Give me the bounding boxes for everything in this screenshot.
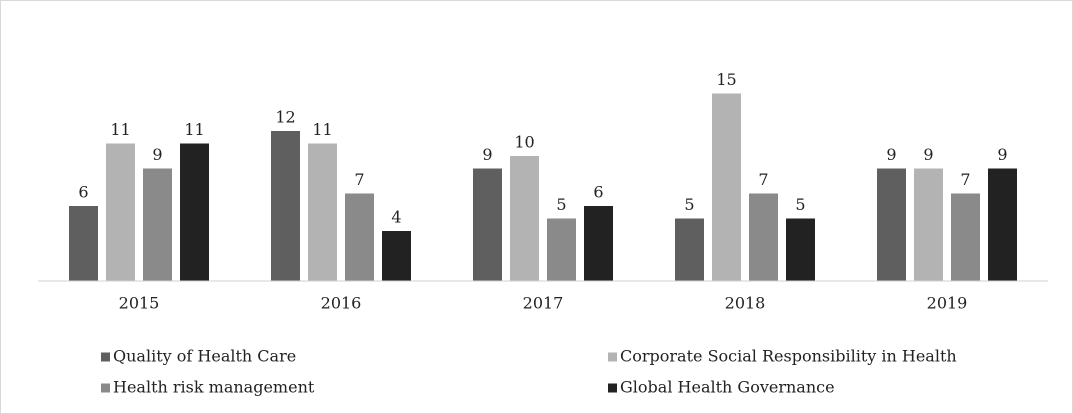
- bar: [712, 93, 741, 281]
- bar: [69, 206, 98, 281]
- legend-swatch: [101, 352, 110, 362]
- bar: [749, 193, 778, 281]
- data-label: 5: [795, 195, 805, 214]
- legend-label: Health risk management: [113, 378, 315, 397]
- bar: [786, 218, 815, 281]
- bar: [877, 168, 906, 281]
- x-tick-label: 2016: [321, 294, 362, 313]
- bar: [584, 206, 613, 281]
- legend-swatch: [608, 383, 617, 393]
- legend-swatch: [608, 352, 617, 362]
- bar: [510, 156, 539, 281]
- x-tick-label: 2018: [725, 294, 766, 313]
- data-label: 6: [78, 183, 88, 202]
- data-label: 6: [593, 183, 603, 202]
- legend-label: Corporate Social Responsibility in Healt…: [620, 347, 957, 366]
- bar: [271, 131, 300, 281]
- data-label: 11: [110, 120, 130, 139]
- data-label: 5: [556, 195, 566, 214]
- bar: [988, 168, 1017, 281]
- data-label: 11: [184, 120, 204, 139]
- x-tick-label: 2017: [523, 294, 564, 313]
- bar: [951, 193, 980, 281]
- legend-swatch: [101, 383, 110, 393]
- data-label: 9: [152, 145, 162, 164]
- data-label: 7: [758, 170, 768, 189]
- bar: [143, 168, 172, 281]
- bar: [308, 143, 337, 281]
- bar: [106, 143, 135, 281]
- legend-label: Quality of Health Care: [113, 347, 296, 366]
- data-label: 11: [312, 120, 332, 139]
- bar: [382, 231, 411, 281]
- bar: [180, 143, 209, 281]
- bar: [473, 168, 502, 281]
- x-tick-label: 2015: [119, 294, 160, 313]
- data-label: 9: [923, 145, 933, 164]
- data-label: 4: [391, 208, 401, 227]
- x-tick-label: 2019: [927, 294, 968, 313]
- data-label: 9: [886, 145, 896, 164]
- bar: [547, 218, 576, 281]
- bar: [675, 218, 704, 281]
- bar: [914, 168, 943, 281]
- data-label: 9: [997, 145, 1007, 164]
- data-label: 12: [275, 108, 295, 127]
- legend-label: Global Health Governance: [620, 378, 835, 397]
- data-label: 9: [482, 145, 492, 164]
- data-label: 7: [960, 170, 970, 189]
- data-label: 5: [684, 195, 694, 214]
- bar: [345, 193, 374, 281]
- data-label: 7: [354, 170, 364, 189]
- data-label: 10: [514, 133, 534, 152]
- data-label: 15: [716, 70, 736, 89]
